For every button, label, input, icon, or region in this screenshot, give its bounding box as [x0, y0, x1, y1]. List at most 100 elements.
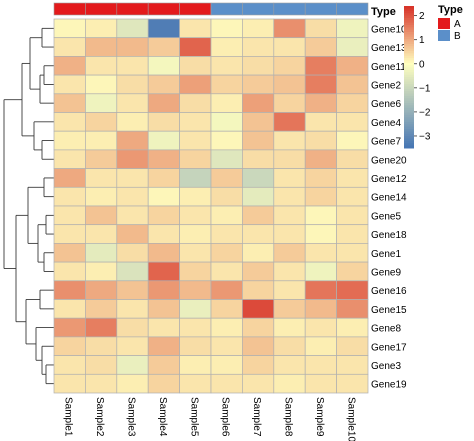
heatmap-cell [53, 261, 86, 282]
heatmap-cell [336, 317, 369, 338]
heatmap-cell [53, 18, 86, 39]
heatmap-cell [53, 205, 86, 226]
heatmap-cell [336, 37, 369, 57]
column-annotation-bar [53, 2, 369, 16]
heatmap-cell [210, 261, 243, 282]
colorbar-band [404, 110, 414, 113]
column-label: Sample6 [220, 397, 231, 437]
heatmap-cell [147, 93, 180, 113]
heatmap-cell [53, 130, 86, 151]
heatmap-cell [147, 261, 180, 282]
colorbar-band [404, 24, 414, 28]
colorbar-band [404, 34, 414, 38]
heatmap-cell [85, 56, 118, 76]
column-label: Sample8 [283, 397, 294, 437]
heatmap-cell [53, 299, 86, 319]
type-legend: Type AB [438, 4, 463, 42]
heatmap-cell [273, 112, 306, 132]
colorbar-band [404, 105, 414, 109]
row-label: Gene3 [371, 361, 401, 372]
heatmap-cell [53, 355, 86, 375]
heatmap-cell [179, 74, 212, 95]
heatmap-cell [273, 317, 306, 338]
heatmap-cell [116, 373, 149, 394]
heatmap-cell [53, 56, 86, 76]
heatmap-cell [147, 299, 180, 319]
heatmap-cell [147, 280, 180, 300]
heatmap-cell [273, 261, 306, 282]
colorbar-band [404, 41, 414, 45]
colorbar-band [404, 72, 414, 76]
column-label: Sample5 [188, 397, 199, 437]
annotation-title: Type [371, 6, 396, 18]
annotation-cell [85, 2, 118, 16]
heatmap-cell [147, 37, 180, 57]
heatmap-cell [85, 243, 118, 263]
column-label: Sample4 [157, 397, 168, 437]
heatmap-cell [116, 186, 149, 207]
heatmap-cell [116, 112, 149, 132]
heatmap-cell [242, 56, 275, 76]
heatmap-cell [336, 224, 369, 244]
colorbar-band [404, 55, 414, 59]
row-label: Gene5 [371, 211, 401, 222]
colorbar-band [404, 77, 414, 80]
heatmap-cell [242, 93, 275, 113]
heatmap-cell [53, 112, 86, 132]
row-dendrogram [3, 27, 54, 385]
colorbar-band [404, 50, 414, 54]
heatmap-cell [179, 56, 212, 76]
annotation-cell [179, 2, 212, 16]
heatmap-cell [85, 224, 118, 244]
heatmap-cell [336, 186, 369, 207]
colorbar-band [404, 79, 414, 83]
heatmap-cell [179, 336, 212, 356]
colorbar-band [404, 91, 414, 95]
heatmap-cell [210, 56, 243, 76]
heatmap-cell [85, 186, 118, 207]
heatmap-cell [242, 317, 275, 338]
colorbar-band [404, 8, 414, 12]
heatmap-cell [336, 168, 369, 188]
heatmap-cell [85, 373, 118, 394]
heatmap-cell [210, 149, 243, 169]
heatmap-cell [179, 37, 212, 57]
heatmap-cell [53, 280, 86, 300]
heatmap-cell [273, 56, 306, 76]
colorbar-band [404, 114, 414, 118]
colorbar-band [404, 6, 414, 9]
heatmap-cell [210, 130, 243, 151]
heatmap-cell [116, 261, 149, 282]
heatmap-cell [116, 355, 149, 375]
heatmap-cell [116, 224, 149, 244]
row-label: Gene8 [371, 324, 401, 335]
heatmap-cell [273, 130, 306, 151]
colorbar-band [404, 60, 414, 64]
colorbar-band [404, 48, 414, 52]
colorbar-band [404, 20, 414, 24]
heatmap-cell [147, 243, 180, 263]
colorbar-band [404, 145, 414, 149]
heatmap-cell [179, 18, 212, 39]
heatmap-cell [179, 355, 212, 375]
colorbar-band [404, 93, 414, 97]
annotation-cell [147, 2, 180, 16]
heatmap-cell [336, 205, 369, 226]
heatmap-cell [304, 243, 337, 263]
heatmap-cell [336, 74, 369, 95]
heatmap-cell [273, 243, 306, 263]
colorbar-band [404, 98, 414, 102]
heatmap-cell [242, 261, 275, 282]
colorbar-band [404, 27, 414, 31]
column-labels: Sample1 Sample2 Sample3 Sample4 Sample5 Sampl… [63, 397, 357, 441]
heatmap-cell [85, 168, 118, 188]
colorbar-band [404, 86, 414, 90]
heatmap-cell [210, 299, 243, 319]
heatmap-cell [147, 373, 180, 394]
heatmap-cell [53, 186, 86, 207]
heatmap-cell [85, 18, 118, 39]
heatmap-cell [116, 317, 149, 338]
heatmap-cell [179, 112, 212, 132]
heatmap-cell [85, 299, 118, 319]
